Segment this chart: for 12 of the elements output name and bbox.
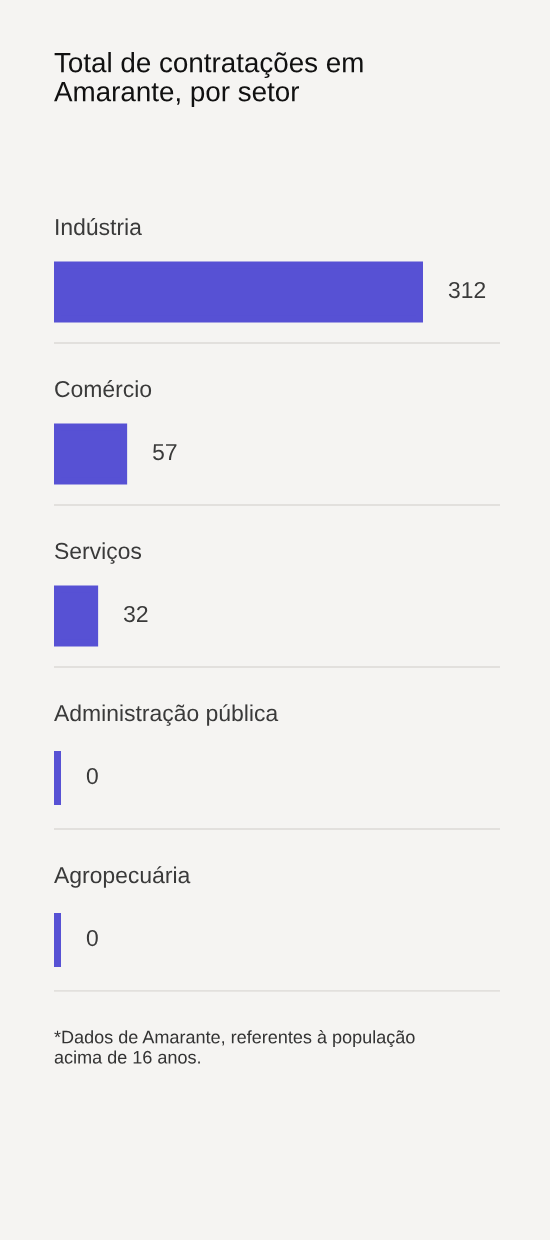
y-tick-label: Indústria: [56, 218, 142, 236]
data-label: 0: [86, 767, 98, 785]
y-tick-label: Serviços: [55, 542, 142, 564]
chart-title: Total de contratações em Amarante, por setor: [54, 52, 363, 107]
y-tick-label: Agropecuária: [54, 866, 191, 888]
data-label: 32: [123, 605, 148, 623]
data-label: 0: [86, 929, 98, 947]
y-tick-label: Comércio: [55, 380, 152, 398]
data-label: 57: [153, 444, 177, 461]
y-tick-label: Administração pública: [54, 704, 279, 726]
data-label: 312: [448, 281, 486, 299]
text: *Dados de Amarante, referentes à população acima de 16 anos.: [54, 1030, 415, 1064]
